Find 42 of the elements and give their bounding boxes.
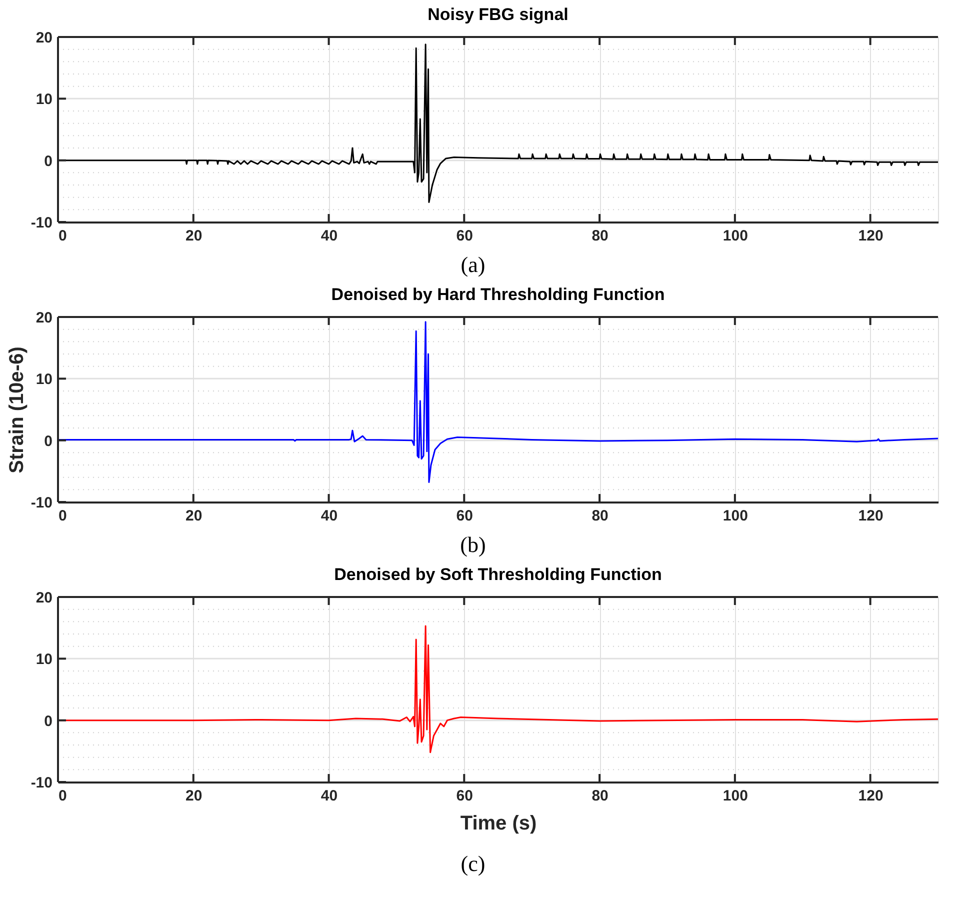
- y-tick-label: -10: [30, 214, 52, 232]
- y-tick-label: 10: [36, 91, 52, 108]
- x-tick-label: 80: [592, 228, 608, 244]
- x-tick-label: 80: [592, 508, 608, 524]
- x-tick-label: 0: [58, 788, 67, 804]
- x-tick-label: 40: [320, 228, 338, 244]
- x-tick-label: 60: [456, 508, 473, 524]
- x-tick-label: 40: [320, 508, 338, 524]
- x-tick-label: 100: [722, 508, 748, 524]
- x-tick-label: 80: [592, 788, 608, 804]
- x-tick-label: 20: [186, 228, 202, 244]
- y-tick-label: 20: [36, 310, 52, 326]
- text: (c): [460, 851, 486, 876]
- y-tick-label: 0: [44, 712, 52, 730]
- y-tick-label: 0: [44, 152, 52, 170]
- y-tick-label: 10: [36, 651, 52, 668]
- y-tick-label: 0: [44, 432, 52, 450]
- x-tick-label: 60: [456, 788, 473, 804]
- y-tick-label: 20: [36, 30, 52, 46]
- x-tick-label: 120: [858, 508, 884, 524]
- x-tick-label: 120: [858, 788, 884, 804]
- y-tick-label: 20: [36, 590, 52, 606]
- y-tick-label: -10: [30, 774, 52, 792]
- x-tick-label: 40: [320, 788, 338, 804]
- text: (a): [460, 252, 486, 277]
- x-tick-label: 120: [858, 228, 884, 244]
- x-tick-label: 20: [186, 508, 202, 524]
- chart-title: Denoised by Hard Thresholding Function: [331, 285, 665, 304]
- chart-title: Denoised by Soft Thresholding Function: [334, 565, 662, 584]
- x-axis-title: Time (s): [460, 812, 537, 834]
- x-tick-label: 60: [456, 228, 473, 244]
- y-tick-label: -10: [30, 494, 52, 512]
- x-tick-label: 100: [722, 228, 748, 244]
- x-tick-label: 0: [58, 228, 67, 244]
- chart-title: Noisy FBG signal: [428, 5, 568, 24]
- x-tick-label: 20: [186, 788, 202, 804]
- x-tick-label: 0: [58, 508, 67, 524]
- y-axis-title: Strain (10e-6): [6, 346, 28, 474]
- y-tick-label: 10: [36, 371, 52, 388]
- text: (b): [460, 532, 486, 557]
- line-series: [58, 321, 938, 484]
- x-tick-label: 100: [722, 788, 748, 804]
